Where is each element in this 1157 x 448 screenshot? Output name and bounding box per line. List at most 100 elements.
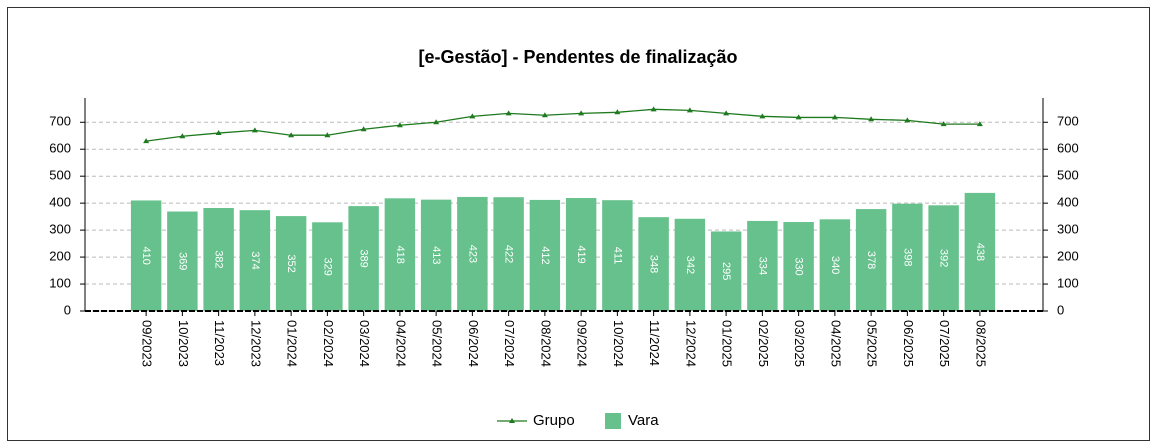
x-tick-label: 10/2024 xyxy=(611,320,626,367)
y-tick-label: 500 xyxy=(49,168,71,183)
x-tick-label: 11/2024 xyxy=(647,320,662,366)
x-tick-label: 12/2024 xyxy=(683,320,698,367)
bar xyxy=(892,203,923,311)
x-tick-label: 04/2025 xyxy=(828,320,843,367)
y2-tick-label: 200 xyxy=(1057,249,1079,264)
x-tick-label: 07/2024 xyxy=(502,320,517,367)
bar xyxy=(819,219,851,311)
x-tick-label: 10/2023 xyxy=(176,320,191,367)
bar xyxy=(312,222,343,311)
x-tick-label: 09/2023 xyxy=(140,320,155,367)
x-tick-label: 04/2024 xyxy=(393,320,408,367)
bar xyxy=(130,200,162,311)
line-marker xyxy=(904,117,911,123)
bar-value-label: 295 xyxy=(720,262,732,280)
line-marker xyxy=(650,106,657,112)
line-marker xyxy=(179,133,186,139)
bar-value-label: 412 xyxy=(539,246,551,264)
x-tick-label: 12/2023 xyxy=(248,320,263,367)
bar-value-label: 413 xyxy=(430,246,442,264)
x-tick-label: 08/2024 xyxy=(538,320,553,367)
y-tick-label: 100 xyxy=(49,275,71,290)
bar-value-label: 422 xyxy=(503,245,515,263)
bar-value-label: 340 xyxy=(829,256,841,274)
bar-value-label: 329 xyxy=(321,257,333,275)
x-tick-label: 01/2024 xyxy=(285,320,300,367)
x-tick-label: 05/2024 xyxy=(430,320,445,367)
bar xyxy=(747,220,778,311)
x-tick-label: 08/2025 xyxy=(973,320,988,367)
line-marker xyxy=(868,116,875,122)
x-tick-label: 05/2025 xyxy=(865,320,880,367)
bar-value-label: 418 xyxy=(394,245,406,263)
bar xyxy=(964,192,996,311)
bar-value-label: 382 xyxy=(213,250,225,268)
line-marker xyxy=(795,114,802,120)
line-marker xyxy=(505,110,512,116)
y-tick-label: 200 xyxy=(49,249,71,264)
line-marker xyxy=(614,109,621,115)
bar-value-label: 423 xyxy=(466,245,478,263)
x-tick-label: 03/2024 xyxy=(357,320,372,367)
line-marker xyxy=(686,107,693,113)
line-marker xyxy=(143,138,150,144)
y-tick-label: 700 xyxy=(49,114,71,129)
bar-value-label: 389 xyxy=(358,249,370,267)
line-marker xyxy=(396,122,403,128)
x-tick-label: 03/2025 xyxy=(792,320,807,367)
bar-value-label: 348 xyxy=(648,255,660,273)
x-tick-label: 07/2025 xyxy=(937,320,952,367)
y-tick-label: 0 xyxy=(64,302,71,317)
x-tick-label: 02/2024 xyxy=(321,320,336,367)
line-marker xyxy=(469,113,476,119)
bar xyxy=(348,206,379,311)
bar-value-label: 374 xyxy=(249,251,261,269)
line-marker xyxy=(940,121,947,127)
y2-tick-label: 700 xyxy=(1057,114,1079,129)
x-tick-label: 06/2024 xyxy=(466,320,481,367)
bar-value-label: 352 xyxy=(285,254,297,272)
bar xyxy=(783,222,814,311)
bar xyxy=(602,200,633,311)
legend-label: Grupo xyxy=(533,412,575,429)
y2-tick-label: 500 xyxy=(1057,168,1079,183)
bar xyxy=(529,199,561,311)
line-marker xyxy=(831,114,838,120)
line-marker xyxy=(541,112,548,118)
y2-tick-label: 400 xyxy=(1057,195,1079,210)
line-marker xyxy=(723,110,730,116)
y-tick-label: 600 xyxy=(49,141,71,156)
bar xyxy=(928,205,959,311)
bar xyxy=(239,210,271,311)
legend-label: Vara xyxy=(628,412,659,429)
legend-marker xyxy=(509,418,515,423)
bar xyxy=(638,217,669,311)
x-tick-label: 02/2025 xyxy=(756,320,771,367)
line-marker xyxy=(759,113,766,119)
line-marker xyxy=(433,119,440,125)
line xyxy=(146,108,980,142)
bar xyxy=(167,211,198,311)
bar xyxy=(420,199,452,311)
x-tick-label: 11/2023 xyxy=(212,320,227,366)
x-tick-label: 09/2024 xyxy=(575,320,590,367)
line-marker xyxy=(578,110,585,116)
y2-tick-label: 600 xyxy=(1057,141,1079,156)
line-marker xyxy=(360,126,367,132)
x-tick-label: 01/2025 xyxy=(720,320,735,367)
x-tick-label: 06/2025 xyxy=(901,320,916,367)
bar xyxy=(384,198,416,311)
bar xyxy=(457,196,488,311)
bar xyxy=(565,198,597,311)
bar-value-label: 369 xyxy=(176,252,188,270)
bar-value-label: 330 xyxy=(793,257,805,275)
bar-value-label: 342 xyxy=(684,256,696,274)
y-tick-label: 400 xyxy=(49,195,71,210)
bar-value-label: 438 xyxy=(974,243,986,261)
bar-value-label: 334 xyxy=(756,257,768,275)
legend-swatch xyxy=(605,413,621,429)
bar xyxy=(674,218,706,311)
bar-value-label: 398 xyxy=(901,248,913,266)
line-marker xyxy=(288,132,295,138)
